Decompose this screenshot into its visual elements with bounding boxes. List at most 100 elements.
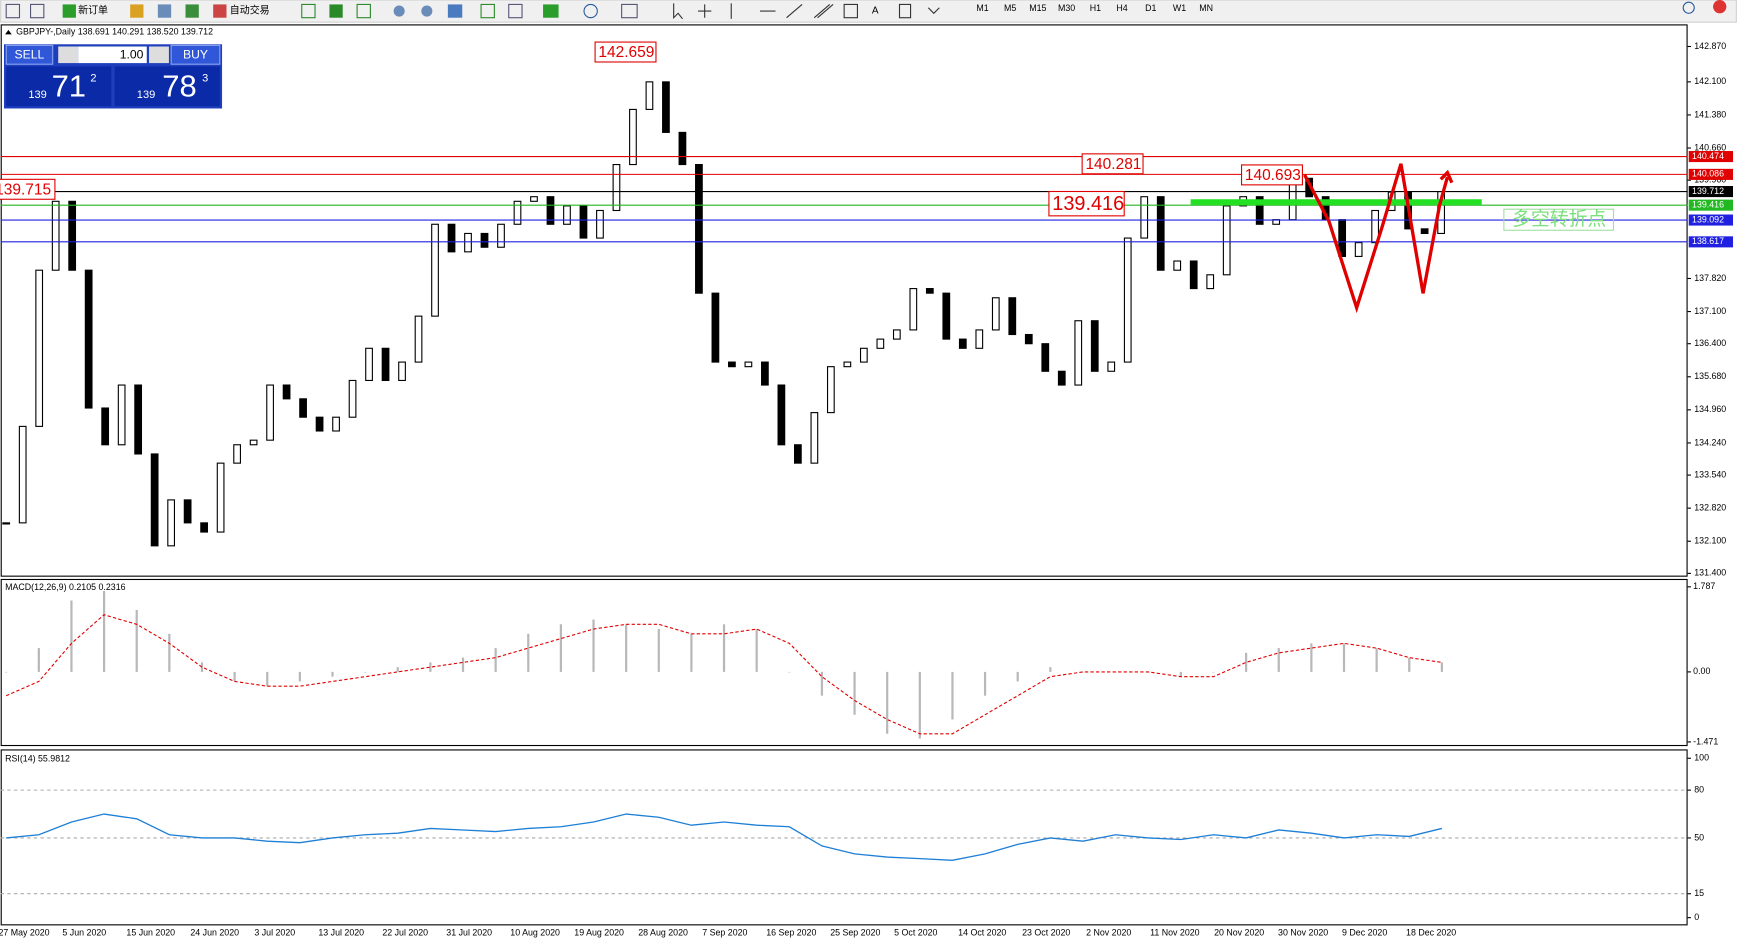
sell-label[interactable]: SELL [15,48,45,62]
timeframe[interactable]: M5 [1004,3,1016,13]
icon[interactable] [356,3,371,19]
buy-label[interactable]: BUY [183,48,208,62]
candle [414,315,423,363]
price-tag-label: 140.474 [1692,151,1724,161]
new-order[interactable]: 新订单 [78,4,108,17]
x-tick-label: 15 Jun 2020 [126,927,175,937]
notifications[interactable] [1713,0,1727,14]
icon[interactable] [447,4,463,18]
timeframe[interactable]: MN [1199,3,1213,13]
zoom-in[interactable] [393,5,405,17]
price-annotation: 140.693 [1245,167,1301,184]
ask-fraction: 3 [202,73,208,85]
icon[interactable] [329,4,343,18]
candle [101,407,110,446]
candle [645,81,654,110]
crosshair[interactable] [698,4,712,18]
timeframe[interactable]: M15 [1029,3,1046,13]
shapes[interactable] [927,7,940,15]
timeframe[interactable]: D1 [1145,3,1156,13]
icon[interactable] [5,3,21,19]
macd-panel [0,578,1688,747]
x-tick-label: 19 Aug 2020 [574,927,624,937]
zoom-out[interactable] [421,5,433,17]
candle [18,425,27,524]
fibo[interactable] [843,3,858,19]
price-tag [1688,199,1734,211]
y-tick-label: 15 [1694,888,1704,898]
candle [942,292,951,340]
y-tick-label: 137.100 [1694,306,1726,316]
macd-bar [266,671,269,687]
periods[interactable] [583,3,598,19]
note: 多空转折点 [1512,208,1606,229]
candle [398,361,406,382]
ask-box[interactable] [114,66,220,107]
ask-big: 139 [137,89,155,101]
cursor[interactable] [673,3,683,20]
macd-bar [70,600,73,672]
lot-down[interactable] [58,46,79,64]
auto-trading-icon[interactable] [213,4,227,18]
candle [167,499,176,547]
icon[interactable] [480,3,495,19]
timeframe[interactable]: M1 [976,3,988,13]
candle [216,462,225,533]
icon[interactable] [157,4,172,18]
x-tick-label: 20 Nov 2020 [1214,927,1264,937]
icon[interactable] [301,3,316,19]
icon[interactable] [29,3,45,19]
macd-bar [755,629,758,672]
timeframe[interactable]: M30 [1058,3,1075,13]
y-tick-label: 132.100 [1694,536,1726,546]
icon[interactable] [508,3,523,19]
candle [68,200,77,271]
buy-button[interactable] [170,44,221,65]
timeframe[interactable]: H1 [1090,3,1101,13]
candle [843,361,852,368]
candle [859,347,868,363]
candle [183,499,192,524]
price-annotation: 140.281 [1085,156,1141,173]
candle [381,347,390,382]
text-tool[interactable]: A [872,6,879,17]
auto-trading[interactable]: 自动交易 [230,4,270,17]
timeframe[interactable]: W1 [1173,3,1186,13]
new-order-icon[interactable] [62,4,76,18]
macd-bar [331,671,334,677]
lot-field[interactable] [78,46,147,64]
bid-box[interactable] [6,66,112,107]
price-annotation: 139.416 [1052,193,1124,215]
candle [1189,260,1198,290]
trendline[interactable] [786,4,803,19]
indicators[interactable] [543,4,559,18]
macd-bar [1408,657,1411,672]
y-tick-label: -1.471 [1693,736,1718,746]
candle [35,269,44,427]
icon[interactable] [130,4,144,18]
macd-bar [592,619,595,672]
candle [447,223,456,253]
candle [975,329,984,349]
macd-bar [983,671,987,696]
candle [892,329,901,340]
price-tag [1688,186,1734,198]
y-tick-label: 142.870 [1694,41,1726,51]
x-tick-label: 16 Sep 2020 [766,927,816,937]
timeframe[interactable]: H4 [1116,3,1127,13]
label-tool[interactable] [898,3,912,19]
lot-up[interactable] [148,46,169,64]
templates[interactable] [621,3,638,19]
icon[interactable] [185,4,199,18]
search[interactable] [1682,1,1695,14]
candle [794,444,802,464]
lot-value[interactable]: 1.00 [120,48,144,62]
price-chart: GBPJPY-,Daily 138.691 140.291 138.520 13… [0,26,1734,578]
y-tick-label: 141.380 [1694,109,1726,119]
channel[interactable] [813,4,834,19]
macd-bar [1049,667,1052,672]
sell-button[interactable] [5,44,54,65]
x-tick-label: 5 Oct 2020 [894,927,937,937]
macd-bar [37,648,40,672]
